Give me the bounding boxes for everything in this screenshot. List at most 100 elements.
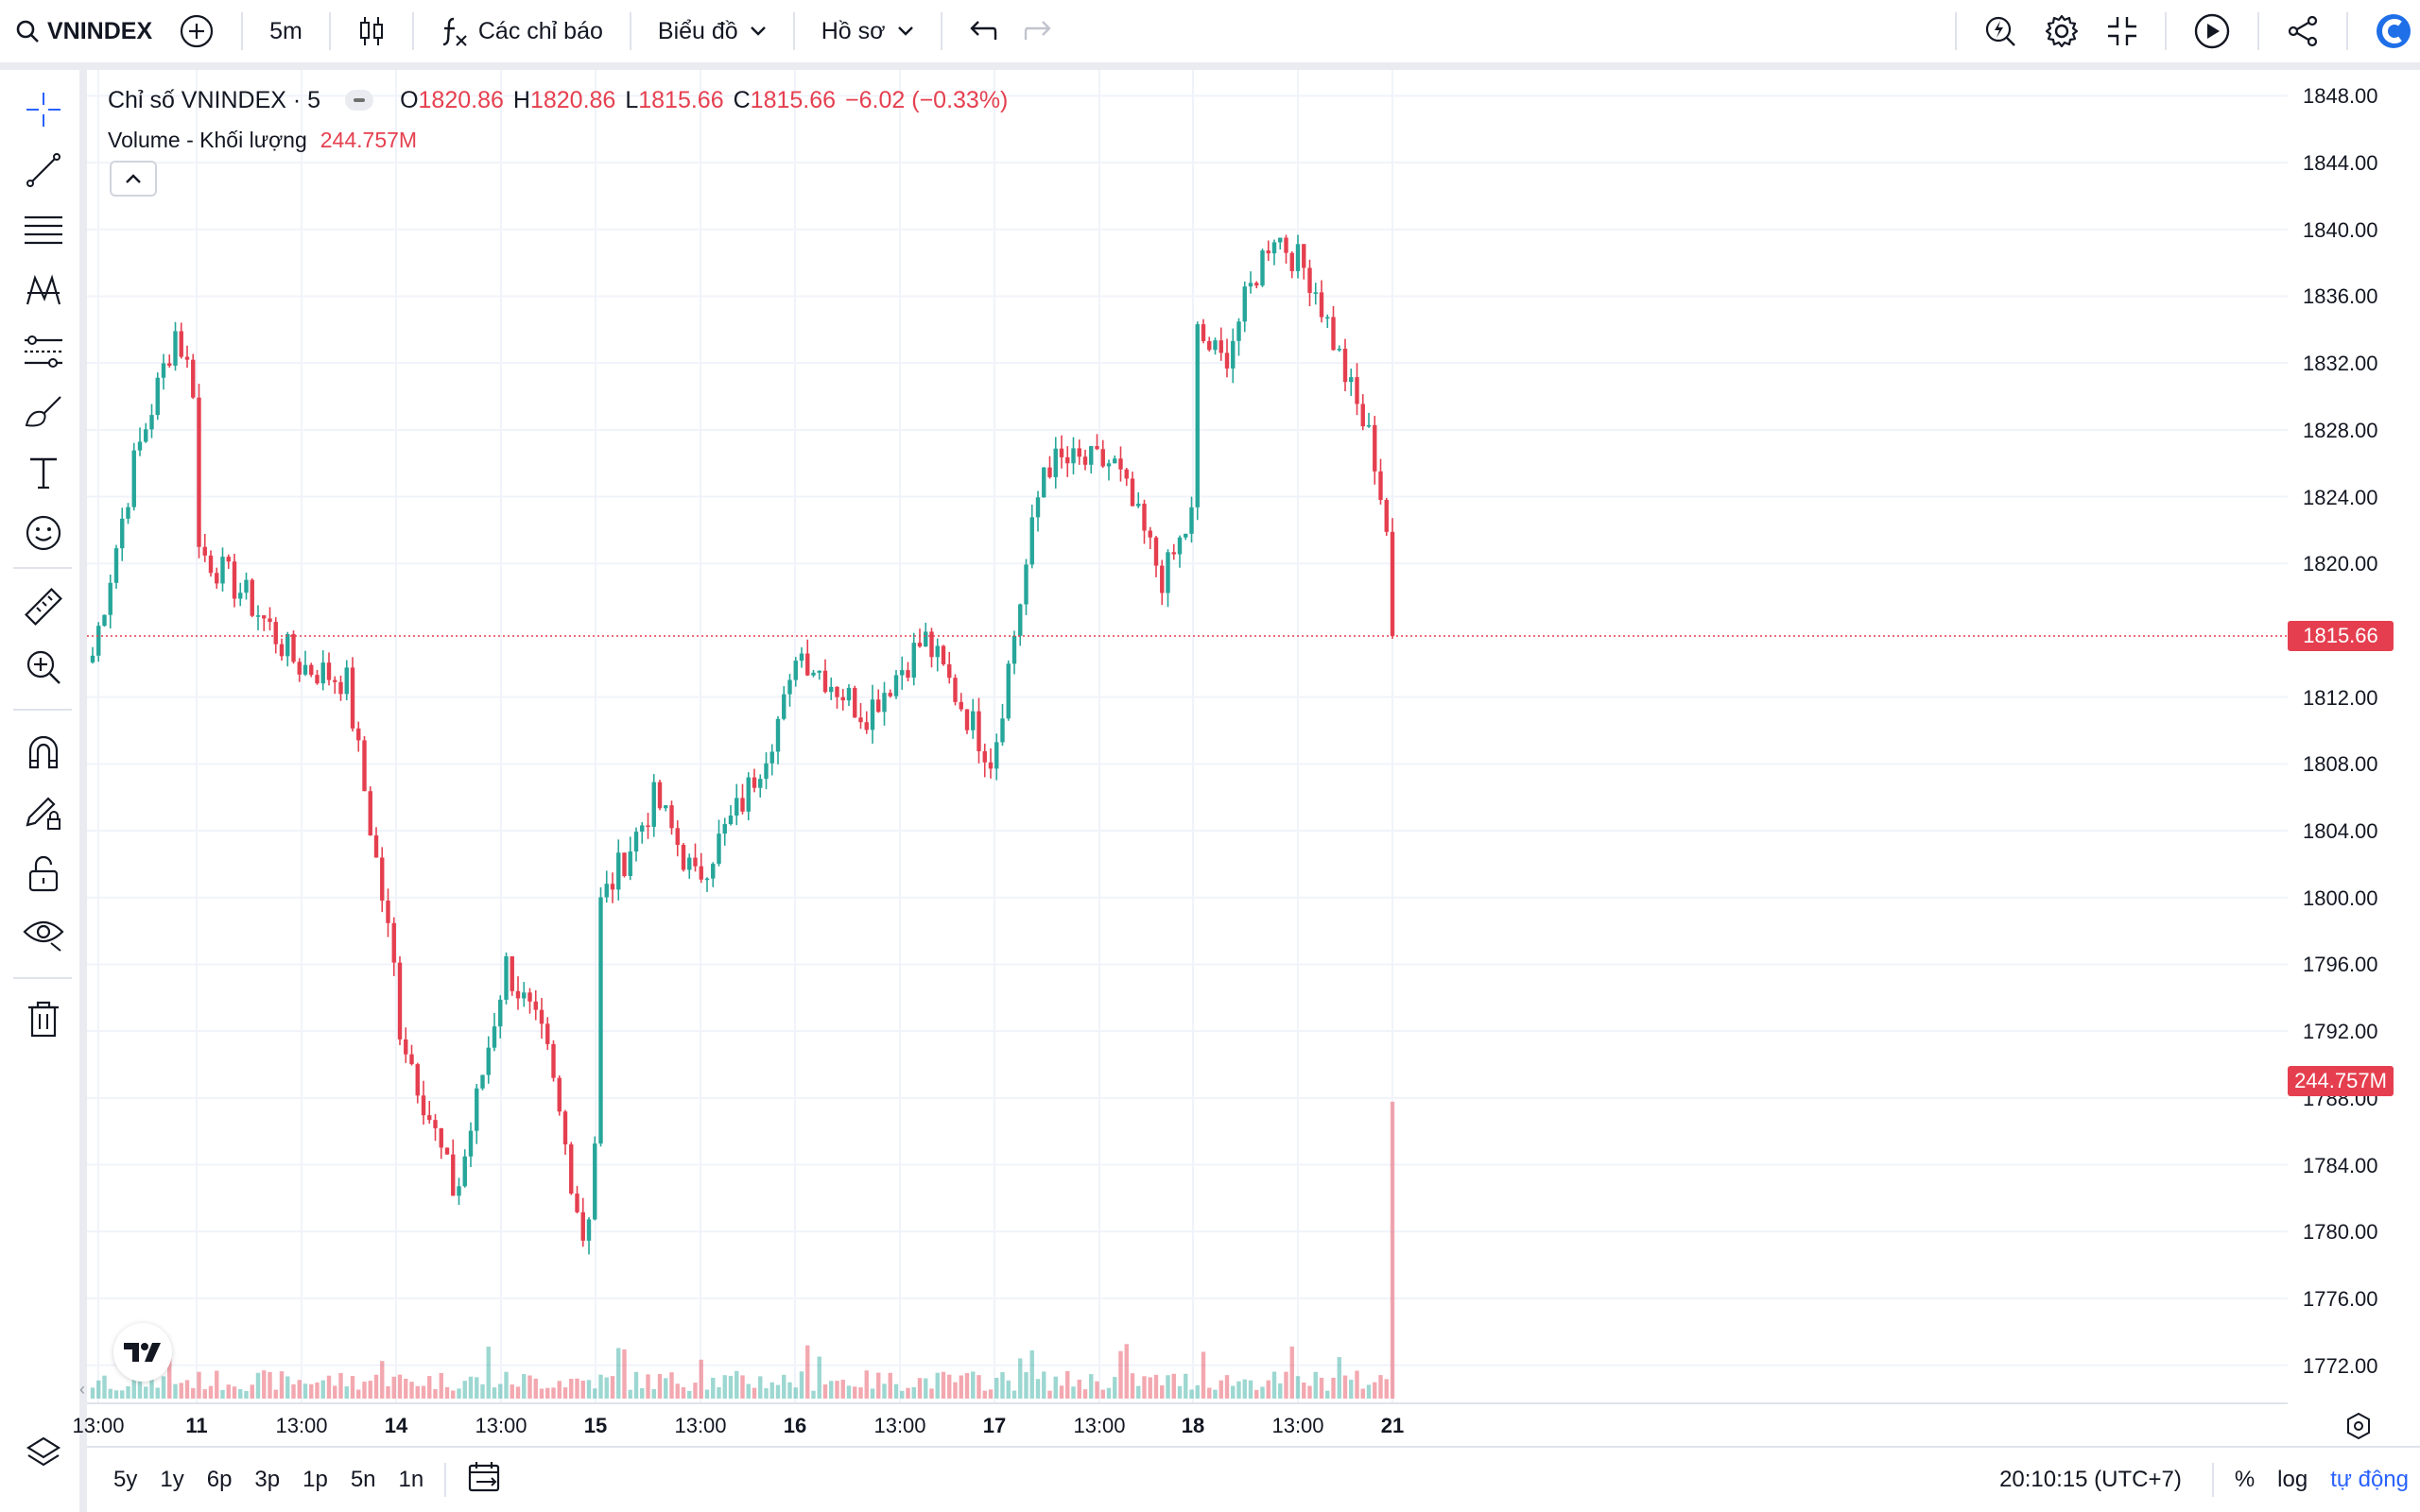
candle-body — [669, 805, 674, 829]
time-axis-label: 15 — [583, 1414, 608, 1437]
candle-body — [758, 779, 763, 788]
candle-body — [102, 614, 107, 627]
volume-bar — [179, 1383, 183, 1399]
remove-drawings-tool[interactable] — [13, 992, 74, 1045]
text-tool[interactable] — [13, 446, 74, 499]
replay-button[interactable] — [2180, 7, 2244, 56]
chart-type-button[interactable] — [344, 7, 399, 56]
auto-scale-toggle[interactable]: tự động — [2330, 1467, 2409, 1492]
emoji-tool[interactable] — [13, 507, 74, 559]
candle-body — [953, 678, 958, 702]
chart-pane[interactable]: Chỉ số VNINDEX · 5 O 1820.86 H 1820.86 L 18… — [87, 70, 2420, 1446]
zoom-in-tool[interactable] — [13, 641, 74, 694]
volume-bar — [628, 1389, 632, 1399]
volume-bar — [433, 1388, 438, 1399]
legend-high-value: 1820.86 — [529, 86, 616, 113]
price-chart[interactable] — [87, 70, 2288, 1402]
volume-bar — [492, 1387, 497, 1399]
settings-button[interactable] — [2031, 7, 2093, 56]
time-axis[interactable]: 13:00 11 13:00 14 13:00 15 13:00 16 13:00 17 13:00… — [72, 1402, 2288, 1446]
object-tree-button[interactable] — [13, 1427, 74, 1480]
candle-body — [527, 992, 532, 1002]
price-axis-label: 1776.00 — [2303, 1286, 2378, 1311]
magnet-tool[interactable] — [13, 726, 74, 779]
volume-bar — [1248, 1380, 1253, 1399]
brush-tool[interactable] — [13, 386, 74, 438]
candle-body — [155, 377, 160, 416]
hide-drawings-tool[interactable] — [13, 907, 74, 960]
price-axis[interactable]: 1848.00 1844.00 1840.00 1836.00 1832.00 1828.… — [2288, 70, 2420, 1402]
volume-bar — [1106, 1387, 1112, 1399]
volume-bar — [155, 1387, 160, 1399]
interval-button[interactable]: 5m — [256, 7, 316, 56]
indicators-button[interactable]: Các chỉ báo — [427, 7, 616, 56]
legend-volume-value: 244.757M — [320, 127, 418, 152]
volume-bar — [941, 1371, 946, 1399]
candle-body — [415, 1064, 420, 1096]
pattern-tool[interactable] — [13, 265, 74, 318]
candle-body — [320, 662, 325, 684]
volume-bar — [882, 1383, 887, 1399]
range-button-5y[interactable]: 5y — [113, 1467, 138, 1492]
candle-body — [1035, 497, 1041, 518]
candle-body — [149, 415, 154, 430]
zoom-in-icon — [26, 650, 60, 684]
stay-in-drawing-tool[interactable] — [13, 786, 74, 839]
axis-settings-icon[interactable] — [2344, 1412, 2373, 1440]
percent-scale-toggle[interactable]: % — [2234, 1467, 2256, 1492]
candle-body — [1018, 604, 1023, 636]
candle-body — [735, 798, 739, 816]
volume-bar — [764, 1388, 769, 1399]
candle-body — [1082, 456, 1088, 465]
volume-bar — [1266, 1380, 1270, 1399]
scroll-left-icon[interactable]: ‹ — [79, 1380, 85, 1399]
range-button-1n[interactable]: 1n — [398, 1467, 424, 1492]
legend-open-label: O — [400, 86, 419, 113]
volume-bar — [126, 1385, 130, 1399]
date-range-button[interactable] — [456, 1460, 514, 1501]
crosshair-tool[interactable] — [13, 83, 74, 136]
volume-bar — [1384, 1379, 1389, 1399]
candle-body — [1284, 237, 1288, 253]
undo-button[interactable] — [956, 7, 1011, 56]
candle-body — [1366, 424, 1372, 427]
fib-tool[interactable] — [13, 204, 74, 257]
range-button-1p[interactable]: 1p — [302, 1467, 328, 1492]
share-button[interactable] — [2273, 7, 2333, 56]
volume-bar — [439, 1372, 443, 1399]
quick-search-button[interactable] — [1970, 7, 2031, 56]
candle-body — [404, 1039, 408, 1055]
candle-body — [279, 644, 285, 657]
candle-body — [982, 750, 987, 763]
candle-body — [1201, 324, 1206, 341]
profile-button[interactable]: Hồ sơ — [808, 7, 927, 56]
range-button-3p[interactable]: 3p — [254, 1467, 281, 1492]
range-button-1y[interactable]: 1y — [160, 1467, 184, 1492]
redo-button[interactable] — [1011, 7, 1065, 56]
fullscreen-button[interactable] — [2093, 7, 2152, 56]
range-button-6p[interactable]: 6p — [206, 1467, 233, 1492]
measure-tool[interactable] — [13, 580, 74, 633]
bottom-toolbar: 5y 1y 6p 3p 1p 5n 1n 20:10:15 (UTC+7) % log tự… — [87, 1446, 2420, 1512]
compare-symbol-button[interactable] — [165, 7, 228, 56]
log-scale-toggle[interactable]: log — [2277, 1467, 2308, 1492]
lock-drawings-tool[interactable] — [13, 847, 74, 900]
trend-line-tool[interactable] — [13, 144, 74, 197]
candle-body — [911, 643, 916, 679]
volume-bar — [486, 1347, 491, 1399]
toolbar-separator — [940, 12, 942, 50]
timezone-clock[interactable]: 20:10:15 (UTC+7) — [1999, 1467, 2182, 1492]
candle-body — [846, 687, 852, 701]
legend-collapse-button[interactable] — [110, 161, 157, 197]
volume-bar — [320, 1380, 325, 1399]
chart-layout-button[interactable]: Biểu đồ — [645, 7, 780, 56]
tradingview-logo[interactable] — [113, 1323, 172, 1382]
legend-collapse-pill[interactable] — [345, 90, 374, 111]
volume-bar — [1077, 1379, 1081, 1399]
symbol-search-button[interactable]: VNINDEX — [0, 7, 165, 56]
search-icon — [16, 20, 39, 43]
range-button-5n[interactable]: 5n — [350, 1467, 376, 1492]
forecast-tool[interactable] — [13, 325, 74, 378]
volume-bar — [735, 1370, 739, 1399]
volume-bar — [622, 1349, 627, 1399]
